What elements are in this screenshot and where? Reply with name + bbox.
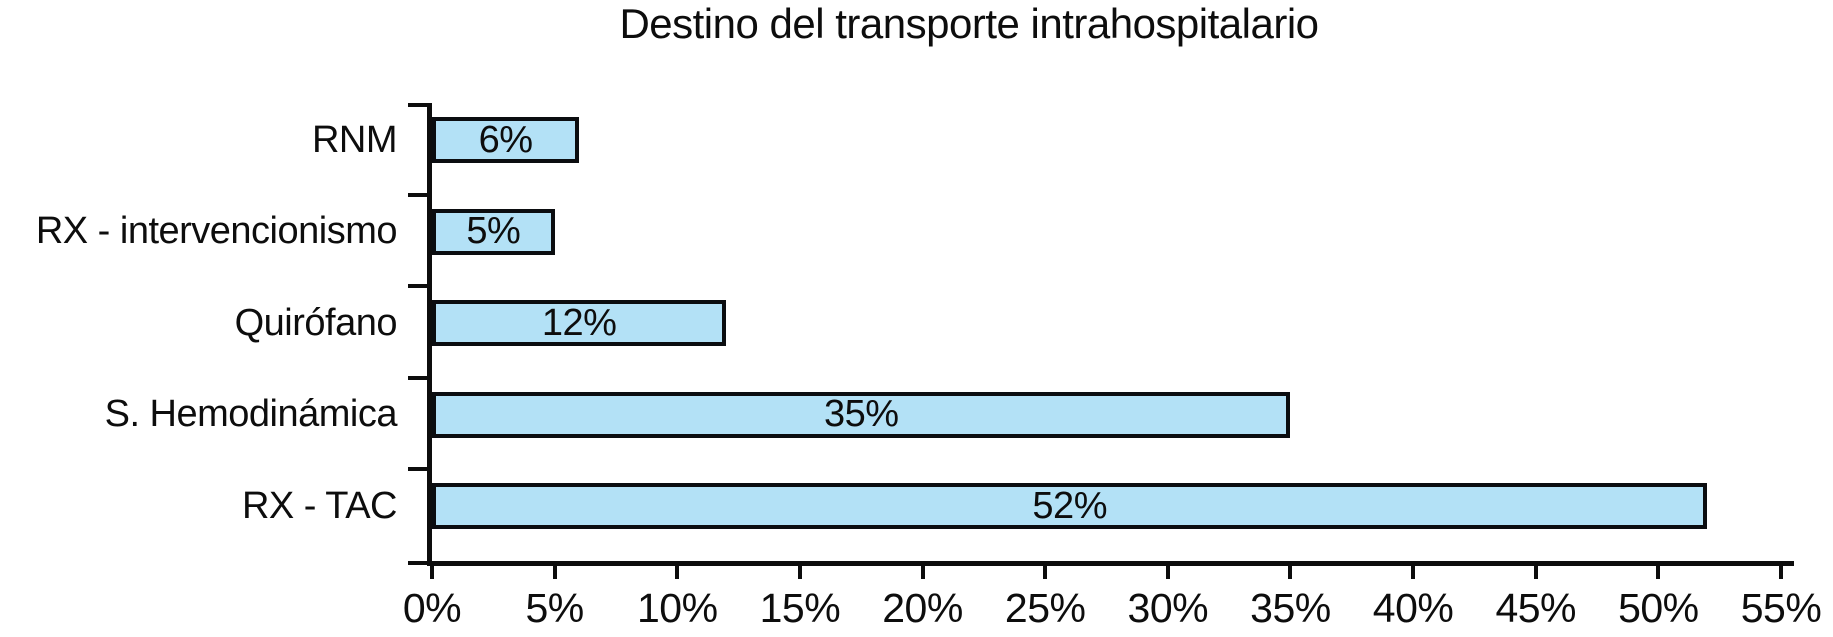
x-axis-tick-label: 55% [1740, 585, 1822, 631]
x-axis-tick-label: 45% [1495, 585, 1576, 631]
x-axis-tick [552, 561, 557, 579]
bar: 12% [432, 300, 727, 347]
x-axis-tick-label: 50% [1618, 585, 1699, 631]
x-axis-tick [1288, 561, 1293, 579]
category-label: RX - intervencionismo [35, 210, 398, 253]
x-axis-tick [430, 561, 434, 579]
y-axis-tick [408, 103, 432, 107]
bar: 6% [432, 117, 580, 163]
category-label: S. Hemodinámica [104, 393, 398, 436]
x-axis-tick-label: 35% [1250, 585, 1331, 631]
x-axis-tick [1165, 561, 1170, 579]
y-axis-tick [408, 561, 432, 565]
x-axis-tick-label: 5% [525, 585, 584, 631]
category-label: RNM [311, 118, 398, 161]
bar-value-label: 52% [1032, 484, 1107, 527]
x-axis-tick-label: 40% [1372, 585, 1454, 631]
bar: 5% [432, 208, 555, 255]
x-axis-tick [1779, 561, 1783, 579]
bar-value-label: 12% [541, 301, 617, 344]
category-label: RX - TAC [241, 484, 398, 527]
bar: 52% [432, 483, 1708, 530]
x-axis-tick [1656, 561, 1661, 579]
x-axis-tick-label: 0% [402, 585, 462, 631]
x-axis-tick-label: 25% [1004, 585, 1086, 631]
y-axis-tick [408, 467, 432, 472]
bar: 35% [432, 391, 1291, 438]
y-axis-tick [408, 192, 432, 197]
bar-value-label: 6% [478, 118, 533, 161]
x-axis-tick-label: 20% [882, 585, 963, 631]
x-axis-tick [675, 561, 680, 579]
chart-title: Destino del transporte intrahospitalario [619, 0, 1319, 47]
category-label: Quirófano [234, 301, 398, 344]
x-axis-tick [1533, 561, 1538, 579]
category-axis: RNM RX - intervencionismo Quirófano S. Hemo… [0, 103, 412, 561]
x-axis-tick [920, 561, 925, 579]
x-axis-tick [1411, 561, 1416, 579]
x-axis-tick [1043, 561, 1048, 579]
bar-value-label: 5% [466, 210, 521, 253]
x-axis-tick-label: 10% [636, 585, 718, 631]
bar-value-label: 35% [823, 393, 899, 436]
y-axis-tick [408, 284, 432, 289]
x-axis-tick [797, 561, 802, 579]
y-axis-tick [408, 375, 432, 380]
plot-area: 6% 5% 12% 35% 52% 0% 5% 10% 15% 20% 25% 30% 35% 40% 45… [403, 103, 1822, 631]
x-axis-line [1781, 561, 1794, 566]
x-axis-tick-label: 15% [759, 585, 841, 631]
x-axis-tick-label: 30% [1127, 585, 1209, 631]
